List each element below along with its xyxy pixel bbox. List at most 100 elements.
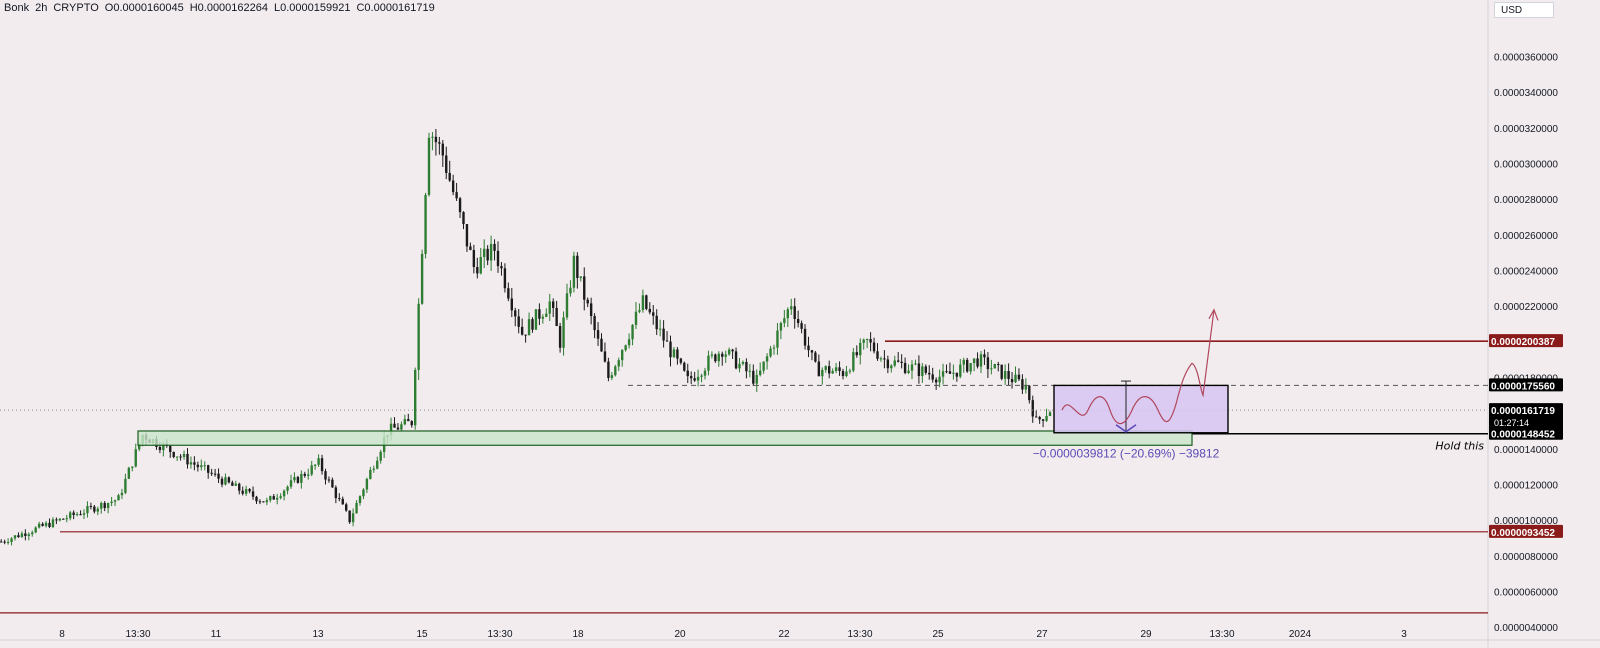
- candle-body: [362, 489, 365, 497]
- candle-body: [759, 370, 762, 375]
- candle-body: [451, 180, 455, 193]
- candle-body: [828, 366, 831, 374]
- x-tick-label: 15: [416, 629, 428, 640]
- candle-body: [817, 361, 821, 377]
- candle-body: [765, 356, 769, 362]
- candle-body: [465, 224, 469, 247]
- candle-body: [1003, 371, 1007, 379]
- candle-body: [338, 498, 341, 500]
- candle-body: [324, 471, 327, 480]
- candle-body: [403, 419, 407, 425]
- candle-body: [928, 372, 931, 375]
- candle-body: [755, 374, 758, 384]
- candle-body: [282, 490, 286, 497]
- candle-body: [669, 341, 672, 358]
- y-tick-label: 0.0000280000: [1494, 195, 1558, 206]
- candle-body: [248, 489, 251, 492]
- candle-body: [769, 348, 772, 357]
- candle-body: [255, 496, 258, 502]
- candle-body: [124, 478, 127, 493]
- candle-body: [313, 464, 317, 466]
- candle-body: [555, 307, 558, 326]
- candle-body: [741, 361, 745, 364]
- candle-body: [693, 378, 696, 381]
- candle-body: [541, 316, 545, 319]
- candle-body: [779, 322, 783, 331]
- candle-body: [200, 465, 203, 468]
- candle-body: [1017, 374, 1021, 380]
- candle-body: [634, 311, 638, 325]
- candle-body: [641, 295, 645, 311]
- candle-body: [179, 456, 182, 458]
- candle-body: [717, 353, 720, 362]
- candle-body: [79, 514, 82, 516]
- candle-body: [969, 363, 972, 372]
- candle-body: [503, 268, 507, 289]
- candle-body: [600, 338, 603, 352]
- candle-body: [731, 349, 734, 352]
- candle-body: [414, 369, 417, 426]
- candle-body: [445, 155, 448, 173]
- currency-selector[interactable]: USD: [1494, 2, 1554, 18]
- candle-body: [341, 498, 344, 505]
- candle-body: [979, 354, 983, 367]
- candle-body: [117, 495, 120, 501]
- candle-body: [655, 315, 658, 330]
- candle-body: [131, 466, 134, 468]
- candle-body: [6, 542, 10, 544]
- candle-body: [93, 506, 96, 512]
- candle-body: [652, 312, 655, 316]
- candle-body: [586, 299, 589, 304]
- candle-body: [548, 301, 551, 314]
- candle-body: [307, 474, 310, 476]
- candle-body: [110, 501, 113, 504]
- candle-body: [534, 309, 538, 330]
- candle-body: [783, 318, 786, 323]
- candle-body: [458, 198, 462, 213]
- symbol-name[interactable]: Bonk: [4, 2, 30, 14]
- candle-body: [793, 306, 796, 319]
- candle-body: [203, 465, 206, 467]
- candle-body: [196, 464, 200, 468]
- candle-body: [907, 370, 910, 374]
- candle-body: [531, 319, 534, 330]
- candle-body: [224, 477, 227, 485]
- candle-body: [917, 363, 921, 377]
- candle-body: [1000, 364, 1003, 379]
- exchange-label: CRYPTO: [53, 2, 99, 14]
- candle-body: [69, 512, 72, 519]
- candle-body: [320, 458, 324, 472]
- candle-body: [134, 449, 137, 467]
- candle-body: [296, 477, 300, 483]
- candle-body: [17, 535, 20, 538]
- candle-body: [721, 353, 724, 357]
- candle-body: [558, 325, 562, 348]
- candle-body: [334, 487, 338, 499]
- candle-body: [51, 519, 55, 528]
- candle-body: [703, 370, 707, 376]
- candle-body: [707, 355, 710, 371]
- candle-body: [293, 477, 296, 481]
- projection-box: [1053, 384, 1229, 434]
- interval-label[interactable]: 2h: [35, 2, 48, 14]
- candle-body: [1035, 416, 1038, 418]
- candle-body: [734, 351, 738, 369]
- candle-body: [1010, 379, 1014, 383]
- candle-body: [317, 458, 320, 465]
- candle-body: [617, 360, 620, 367]
- candle-body: [58, 518, 62, 521]
- candle-body: [31, 532, 34, 535]
- candle-body: [583, 276, 586, 300]
- candle-body: [455, 192, 458, 199]
- candle-body: [469, 246, 472, 250]
- candle-body: [772, 347, 776, 349]
- candle-body: [41, 523, 44, 526]
- candle-body: [441, 143, 444, 156]
- candle-body: [931, 374, 934, 380]
- candle-body: [427, 137, 431, 195]
- candle-body: [231, 482, 234, 486]
- candle-body: [369, 469, 372, 479]
- candle-body: [800, 323, 803, 329]
- candle-body: [852, 352, 855, 371]
